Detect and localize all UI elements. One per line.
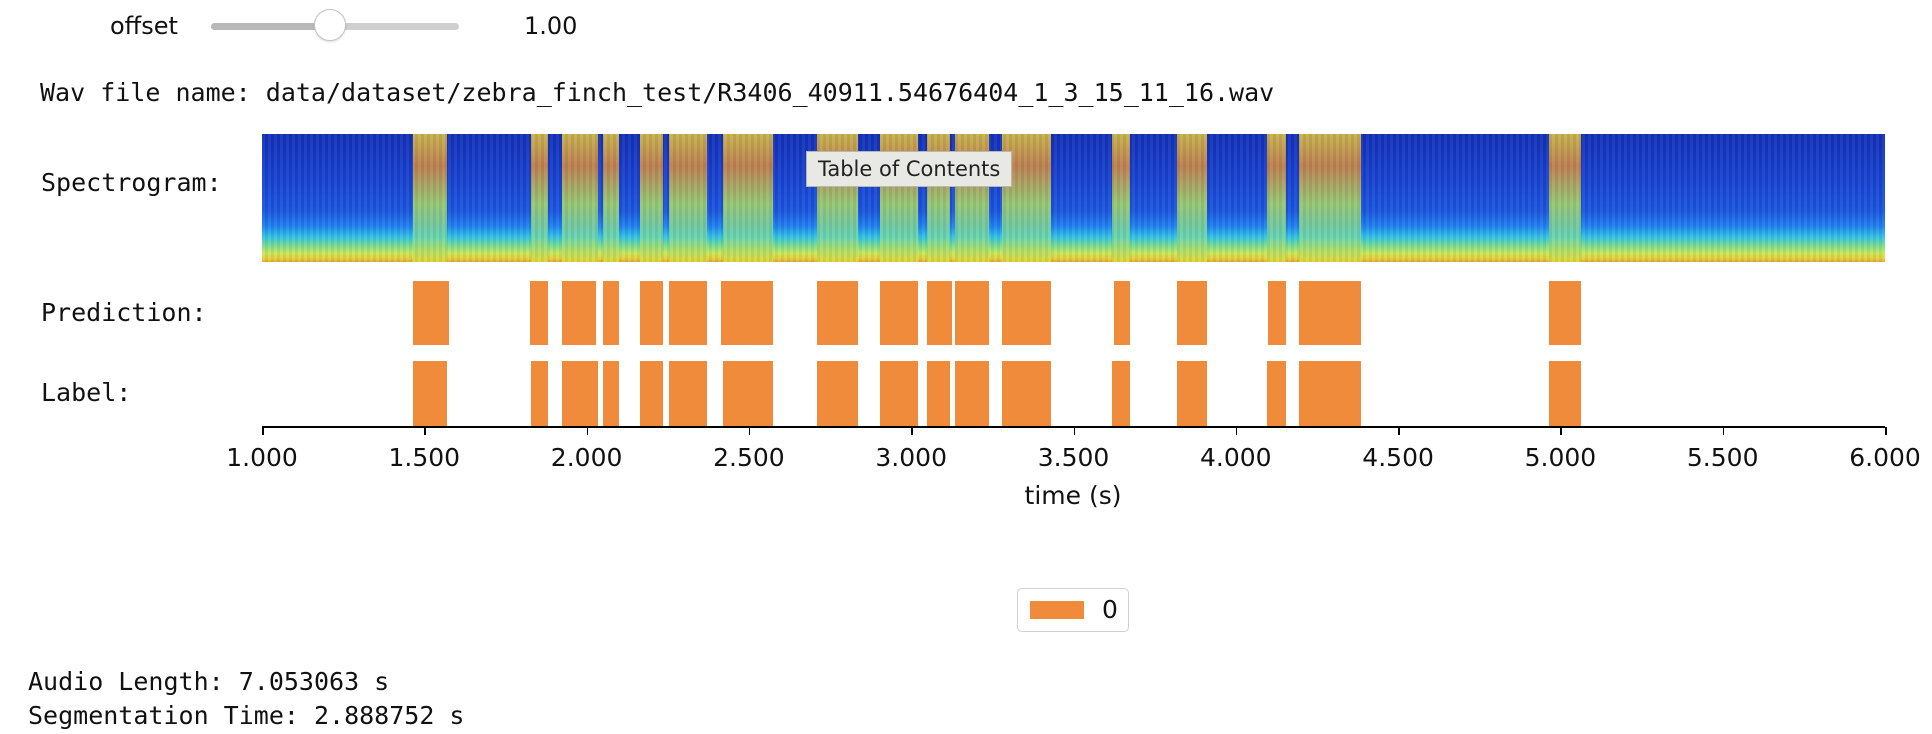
spectrogram-syllable-band <box>1177 134 1207 262</box>
x-tick-label: 3.000 <box>875 443 947 472</box>
spectrogram-syllable-band <box>412 134 448 262</box>
legend-label: 0 <box>1102 595 1118 624</box>
spectrogram-syllable-band <box>669 134 707 262</box>
spectrogram-syllable-band <box>1112 134 1131 262</box>
spectrogram-syllable-band <box>640 134 663 262</box>
x-tick <box>586 427 589 435</box>
spectrogram-row-label: Spectrogram: <box>41 168 222 197</box>
audio-length-text: Audio Length: 7.053063 s <box>28 667 390 696</box>
x-tick <box>1235 427 1238 435</box>
label-segment <box>817 361 858 427</box>
spectrogram-syllable-band <box>1266 134 1287 262</box>
x-tick <box>911 427 913 435</box>
label-segment <box>1299 361 1361 427</box>
x-tick-label: 6.000 <box>1849 443 1921 472</box>
x-tick <box>748 427 751 435</box>
x-tick <box>1073 427 1075 435</box>
x-tick-label: 2.000 <box>550 443 623 472</box>
x-tick <box>1885 427 1887 435</box>
prediction-segment <box>412 281 449 345</box>
x-axis-title: time (s) <box>1024 481 1122 510</box>
label-segment <box>927 361 951 427</box>
label-segment <box>1549 361 1582 427</box>
spectrogram-syllable-band <box>1549 134 1582 262</box>
label-segment <box>562 361 598 427</box>
table-of-contents-tooltip[interactable]: Table of Contents <box>806 151 1013 187</box>
x-tick-label: 5.500 <box>1686 443 1759 472</box>
prediction-segment <box>602 281 620 345</box>
x-tick <box>1398 427 1400 435</box>
spectrogram-syllable-band <box>602 134 620 262</box>
label-segment <box>531 361 548 427</box>
spectrogram-syllable-band <box>722 134 774 262</box>
prediction-segment <box>1114 281 1131 345</box>
label-segment <box>602 361 620 427</box>
prediction-segment <box>1177 281 1207 345</box>
label-segment <box>412 361 448 427</box>
label-segment <box>1177 361 1207 427</box>
prediction-segment <box>669 281 707 345</box>
prediction-segment <box>955 281 990 345</box>
offset-slider-fill <box>211 23 331 30</box>
segmentation-time-text: Segmentation Time: 2.888752 s <box>28 701 465 730</box>
prediction-segment <box>1002 281 1051 345</box>
spectrogram-syllable-band <box>531 134 548 262</box>
prediction-segment <box>562 281 597 345</box>
offset-slider[interactable] <box>211 9 459 41</box>
wav-file-name: Wav file name: data/dataset/zebra_finch_… <box>40 78 1275 107</box>
label-segment <box>722 361 774 427</box>
offset-slider-label: offset <box>110 12 178 40</box>
legend-swatch <box>1030 601 1084 619</box>
spectrogram-syllable-band <box>1299 134 1361 262</box>
x-tick <box>1722 427 1725 435</box>
x-tick-label: 5.000 <box>1524 443 1597 472</box>
prediction-row-label: Prediction: <box>41 298 207 327</box>
label-segment <box>880 361 918 427</box>
x-tick <box>262 427 264 435</box>
spectrogram-image <box>262 134 1885 262</box>
x-tick-label: 1.500 <box>388 443 461 472</box>
prediction-segment <box>1268 281 1287 345</box>
x-tick-label: 3.500 <box>1037 443 1110 472</box>
x-tick-label: 4.500 <box>1362 443 1434 472</box>
label-segment <box>1112 361 1131 427</box>
offset-value: 1.00 <box>524 12 578 40</box>
prediction-segment <box>1549 281 1582 345</box>
x-tick <box>424 427 426 435</box>
prediction-segment <box>529 281 548 345</box>
label-segment <box>1002 361 1051 427</box>
label-segment <box>1266 361 1287 427</box>
prediction-segment <box>721 281 774 345</box>
prediction-segment <box>880 281 918 345</box>
x-tick-label: 4.000 <box>1200 443 1272 472</box>
x-tick <box>1560 427 1562 435</box>
spectrogram-syllable-band <box>562 134 598 262</box>
legend: 0 <box>1017 588 1129 632</box>
x-tick-label: 1.000 <box>226 443 298 472</box>
x-tick-label: 2.500 <box>713 443 785 472</box>
prediction-segment <box>640 281 663 345</box>
label-segment <box>669 361 707 427</box>
spectrogram-texture <box>262 134 1885 262</box>
offset-slider-thumb[interactable] <box>314 9 347 41</box>
label-row-label: Label: <box>41 378 132 407</box>
prediction-segment <box>817 281 858 345</box>
label-segment <box>640 361 663 427</box>
label-segment <box>955 361 990 427</box>
prediction-segment <box>1299 281 1361 345</box>
prediction-segment <box>927 281 952 345</box>
segment-tracks <box>262 270 1885 430</box>
